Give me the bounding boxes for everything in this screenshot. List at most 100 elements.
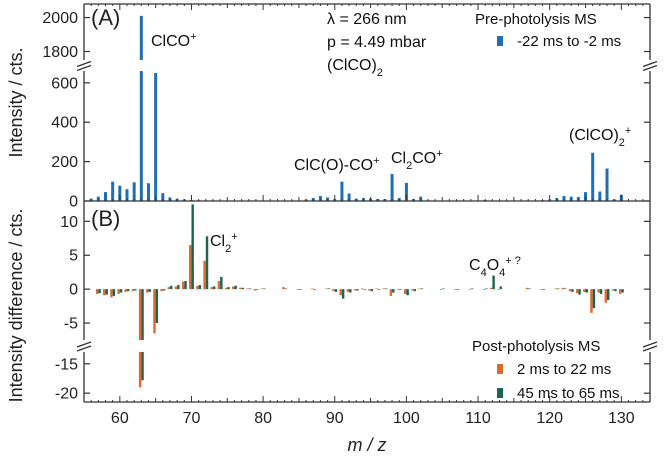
- bar-b1-mz71: [196, 285, 199, 290]
- bar-b1-mz68: [174, 286, 178, 290]
- bar-b2-mz65: [155, 289, 159, 324]
- bar-a-mz66: [161, 193, 165, 201]
- peak-label-a-1: ClC(O)-CO+: [294, 155, 380, 174]
- bar-b2-mz77: [241, 287, 245, 290]
- a-lower-y-tick-label: 600: [51, 75, 78, 92]
- bar-b1-mz128: [604, 289, 608, 303]
- bar-b1-mz90: [332, 289, 335, 292]
- peak-label-a-0: ClCO+: [151, 31, 197, 50]
- bar-b2-mz91: [341, 289, 345, 299]
- peak-label-a-2: Cl2CO+: [391, 148, 443, 172]
- x-tick-label: 120: [536, 410, 563, 427]
- bar-b1-mz63-upper: [138, 289, 142, 340]
- bar-b2-mz119: [542, 289, 545, 290]
- bar-a-mz58: [103, 192, 107, 201]
- bar-a-mz128: [605, 168, 609, 201]
- bar-b2-mz122: [564, 288, 567, 290]
- bar-b2-mz92: [349, 289, 352, 293]
- bar-b2-mz71: [198, 285, 202, 290]
- bar-b1-mz125: [583, 289, 586, 292]
- bar-b1-mz70: [189, 245, 192, 290]
- break-b-left-gap: [77, 342, 91, 350]
- bar-a-mz98: [390, 174, 394, 201]
- bar-b1-mz59: [110, 289, 113, 298]
- bar-a-mz61: [125, 189, 129, 201]
- bar-b1-mz78: [246, 288, 249, 290]
- bar-b2-mz99: [399, 289, 402, 290]
- bar-b1-mz111: [482, 289, 486, 290]
- bar-b1-mz112: [489, 287, 493, 290]
- bar-a-mz127: [598, 191, 602, 201]
- bar-b2-mz102: [420, 288, 424, 290]
- bar-b1-mz129: [611, 289, 615, 291]
- b-upper-y-tick-label: 10: [60, 214, 78, 231]
- legend-a-entry: -22 ms to -2 ms: [517, 33, 621, 50]
- bar-b1-mz87: [310, 288, 314, 290]
- bar-b1-mz102: [418, 288, 421, 290]
- axes-layer: [76, 3, 658, 403]
- bar-a-mz88: [318, 196, 322, 201]
- bar-b1-mz83: [282, 287, 285, 290]
- x-tick-label: 80: [254, 410, 272, 427]
- a-upper-y-tick-label: 1800: [42, 44, 78, 61]
- bar-b2-mz121: [556, 288, 560, 290]
- bar-b1-mz67: [167, 287, 170, 290]
- bar-b2-mz93: [356, 289, 359, 291]
- y-axis-title-b: Intensity difference / cts.: [6, 209, 26, 403]
- a-upper-y-tick-label: 2000: [42, 10, 78, 27]
- x-tick-label: 90: [326, 410, 344, 427]
- bar-b1-mz73: [210, 287, 213, 290]
- bar-a-mz64: [146, 183, 150, 201]
- bar-a-mz60: [118, 185, 122, 201]
- bar-b2-mz130: [621, 289, 624, 293]
- break-a-right-a: [642, 60, 658, 68]
- bar-a-mz125: [584, 192, 588, 201]
- x-tick-label: 110: [465, 410, 491, 427]
- bar-b1-mz109: [468, 289, 471, 290]
- bar-b2-mz109: [470, 288, 474, 290]
- bar-b1-mz126: [590, 289, 593, 313]
- legend-b-entry: 45 ms to 65 ms: [517, 385, 620, 402]
- legend-b-swatch-1: [497, 388, 503, 398]
- bar-b2-mz60: [119, 289, 123, 293]
- x-tick-label: 100: [393, 410, 420, 427]
- legend-b-title: Post-photolysis MS: [472, 338, 600, 355]
- bar-b1-mz96: [375, 288, 378, 290]
- y-axis-title-a: Intensity / cts.: [6, 47, 26, 157]
- bar-b2-mz64: [148, 289, 151, 292]
- bar-b2-mz100: [406, 289, 409, 296]
- bar-b2-mz96: [377, 289, 381, 290]
- bar-b1-mz100: [403, 289, 407, 294]
- bar-b2-mz73: [212, 286, 216, 290]
- bar-b2-mz89: [327, 288, 331, 290]
- peak-label-b-0: Cl2+: [210, 231, 238, 255]
- bar-b2-mz125: [585, 289, 588, 293]
- bar-b2-mz98: [392, 289, 395, 293]
- break-a-right-b: [642, 64, 658, 72]
- bar-a-mz122: [562, 196, 566, 201]
- bar-b2-mz69: [184, 281, 187, 290]
- b-upper-y-tick-label: 5: [69, 248, 78, 265]
- bar-a-mz62: [132, 182, 136, 201]
- bar-b2-mz85: [298, 289, 302, 290]
- bar-b2-mz75: [227, 287, 230, 290]
- bar-a-mz123: [569, 196, 573, 201]
- break-a-left-a: [76, 60, 92, 68]
- panel-label-a: (A): [91, 5, 120, 30]
- x-tick-label: 130: [608, 410, 635, 427]
- x-tick-label: 60: [111, 410, 129, 427]
- bar-b2-mz58: [105, 289, 108, 295]
- bar-b1-mz64: [146, 289, 149, 293]
- bar-b2-mz101: [413, 289, 417, 292]
- bar-b2-mz113: [499, 286, 502, 290]
- bar-b1-mz91: [339, 289, 342, 296]
- bar-b2-mz83: [284, 288, 288, 290]
- bar-b2-mz59: [112, 289, 116, 296]
- panel-label-b: (B): [91, 206, 120, 231]
- bar-b2-mz124: [578, 289, 581, 295]
- bar-a-mz65: [154, 72, 158, 201]
- bar-b2-mz94: [363, 289, 366, 290]
- text-layer: 1800 2000 0 200 400 600 -5 0 5 10 -20 -15 60 70 80 90 10…: [6, 5, 635, 455]
- bar-a-mz57: [96, 196, 100, 201]
